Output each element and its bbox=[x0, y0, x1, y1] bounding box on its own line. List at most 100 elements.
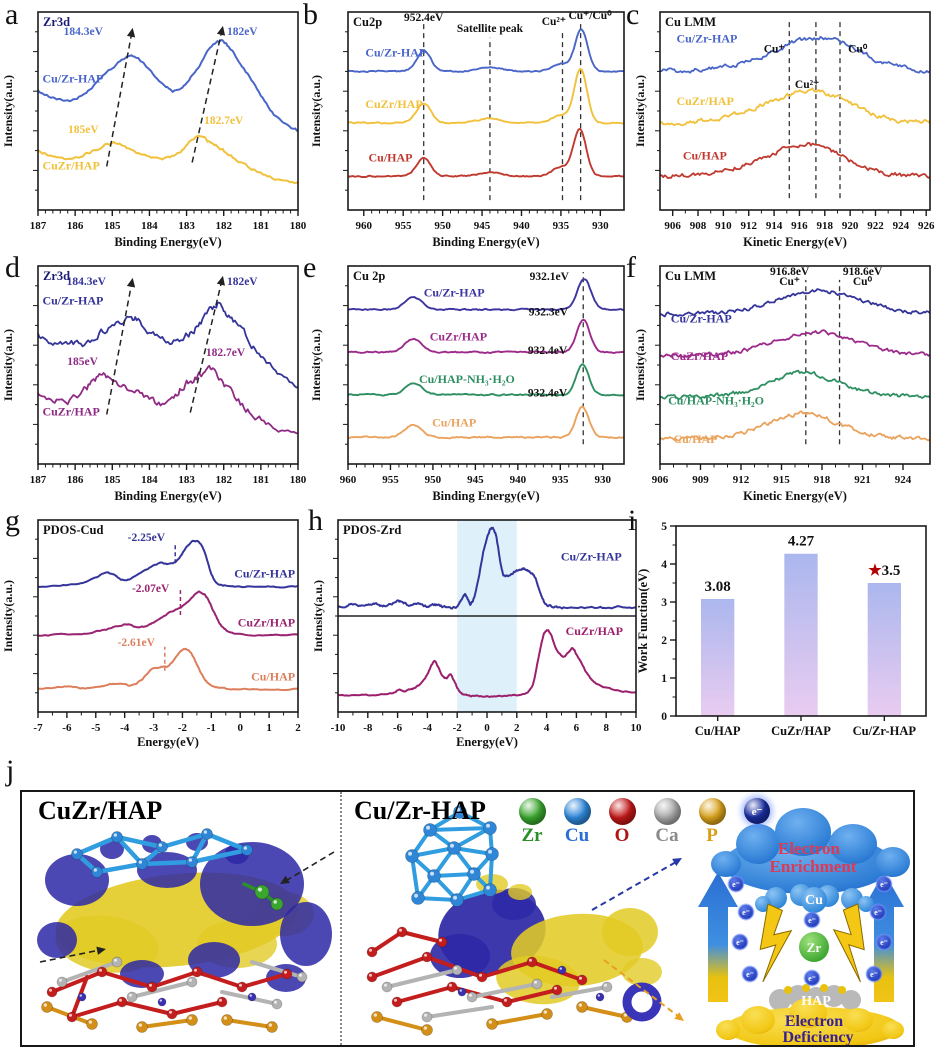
svg-text:909: 909 bbox=[692, 474, 709, 486]
charge-density-blob bbox=[137, 852, 197, 888]
bar-category-label: Cu/Zr-HAP bbox=[853, 724, 917, 738]
y-axis-title: Intensity(a.u.) bbox=[633, 329, 647, 401]
electron-icon: e⁻ bbox=[744, 798, 770, 824]
dashed-arrow-to-enrichment bbox=[591, 858, 682, 911]
series-curve-cu-zr-hap bbox=[37, 539, 299, 589]
svg-text:185: 185 bbox=[104, 220, 121, 232]
axes-box bbox=[37, 11, 299, 211]
series-curve-cu-hap bbox=[659, 410, 931, 442]
blue-torus-isosurface bbox=[622, 982, 662, 1022]
annotation-label: -2.07eV bbox=[132, 583, 170, 595]
annotation-label: 184.3eV bbox=[67, 276, 107, 288]
electron-icon: e⁻ bbox=[731, 933, 749, 951]
panel-i-chart: 3.08 Cu/HAP 4.27 CuZr/HAP ★3.5 Cu/Zr-HAP 0 1 2 3 4… bbox=[636, 521, 927, 738]
svg-text:180: 180 bbox=[290, 220, 307, 232]
panel-inner-title: Cu 2p bbox=[353, 269, 385, 283]
annotation-label: Satellite peak bbox=[457, 23, 524, 35]
series-curve-cu-zr-hap bbox=[659, 288, 931, 318]
annotation-label: Cu⁺ bbox=[764, 44, 785, 56]
peak-shift-arrow bbox=[105, 27, 136, 167]
annotation-label: Cu⁺ bbox=[779, 276, 800, 288]
series-label: CuZr/HAP bbox=[365, 97, 422, 111]
o-atom-icon bbox=[608, 798, 636, 825]
dashed-arrow bbox=[280, 851, 335, 884]
zr-sphere-label: Zr bbox=[807, 940, 822, 955]
charge-density-structure-cuzr-hap bbox=[37, 828, 335, 1033]
series-label: Cu/Zr-HAP bbox=[424, 286, 485, 300]
series-label: Cu/HAP bbox=[369, 150, 413, 164]
electron-icon: e⁻ bbox=[803, 911, 821, 929]
y-axis-title: Intensity(a.u.) bbox=[311, 580, 325, 652]
y-axis bbox=[655, 31, 660, 191]
y-axis bbox=[33, 31, 38, 191]
y-axis-title: Intensity(a.u.) bbox=[309, 329, 323, 401]
svg-text:2: 2 bbox=[661, 635, 667, 647]
zr-atom-icon bbox=[518, 798, 546, 825]
peak-shift-arrow bbox=[105, 277, 136, 415]
svg-text:955: 955 bbox=[382, 474, 399, 486]
electron-deficiency-label-line1: Electron bbox=[785, 1013, 843, 1030]
series-curve-cuzr-hap bbox=[337, 629, 637, 698]
svg-text:945: 945 bbox=[474, 220, 491, 232]
svg-text:940: 940 bbox=[513, 220, 530, 232]
svg-text:924: 924 bbox=[895, 474, 912, 486]
svg-text:183: 183 bbox=[178, 220, 195, 232]
legend-item-p: P bbox=[696, 798, 728, 845]
hap-label: HAP bbox=[801, 994, 831, 1009]
x-axis: 960 955 950 945 940 935 930 bbox=[340, 464, 612, 486]
legend-label-o: O bbox=[614, 825, 630, 846]
series-label: Cu/HAP bbox=[251, 669, 295, 683]
series-curve-cu-zr-hap bbox=[37, 39, 299, 133]
svg-text:181: 181 bbox=[253, 474, 270, 486]
series-curve-cu-hap-nh-h-o bbox=[659, 369, 931, 400]
series-label: Cu/HAP bbox=[674, 432, 718, 446]
charge-density-blob bbox=[602, 908, 658, 956]
bar-value-label: 4.27 bbox=[788, 534, 815, 550]
x-axis: -10 -8 -6 -4 -2 0 2 4 6 8 10 bbox=[331, 712, 642, 734]
svg-text:184: 184 bbox=[141, 474, 158, 486]
svg-text:950: 950 bbox=[434, 220, 451, 232]
panel-j-divider bbox=[340, 792, 342, 1045]
hap-support bbox=[769, 984, 861, 1011]
legend-item-zr: Zr bbox=[516, 798, 548, 845]
svg-text:181: 181 bbox=[253, 220, 270, 232]
series-label: CuZr/HAP bbox=[671, 349, 728, 363]
x-axis: 187 186 185 184 183 182 181 180 bbox=[30, 464, 307, 486]
x-axis-title: Binding Energy(eV) bbox=[432, 489, 539, 503]
panel-d-chart: Cu/Zr-HAP CuZr/HAP 184.3eV 182eV 185eV 182.7e… bbox=[1, 265, 307, 503]
y-axis-title: Work Function(eV) bbox=[636, 569, 650, 674]
panel-g-chart: Cu/Zr-HAP CuZr/HAP Cu/HAP -2.25eV -2.07eV -2.… bbox=[1, 519, 301, 749]
electron-enrichment-label-line2: Enrichment bbox=[770, 857, 857, 876]
legend-label-ca: Ca bbox=[655, 825, 679, 846]
electron-icon: e⁻ bbox=[803, 969, 821, 987]
x-axis-title: Kinetic Energy(eV) bbox=[743, 235, 847, 249]
panel-letter-f: f bbox=[626, 251, 636, 284]
svg-text:4: 4 bbox=[661, 559, 667, 571]
bar-value-label: 3.08 bbox=[705, 579, 731, 595]
svg-text:0: 0 bbox=[237, 722, 243, 734]
y-axis bbox=[33, 538, 38, 694]
electron-icon: e⁻ bbox=[737, 903, 755, 921]
panel-letter-b: b bbox=[303, 0, 318, 31]
panel-b-chart: Cu/Zr-HAP CuZr/HAP Cu/HAP 952.4eV Satellite … bbox=[309, 9, 625, 249]
annotation-label: -2.61eV bbox=[118, 637, 156, 649]
x-axis-title: Energy(eV) bbox=[456, 735, 518, 749]
x-axis: 187 186 185 184 183 182 181 180 bbox=[30, 210, 307, 232]
y-axis bbox=[343, 285, 348, 445]
x-axis: 906 909 912 915 918 921 924 bbox=[652, 464, 912, 486]
svg-text:930: 930 bbox=[595, 474, 612, 486]
lightning-bolt-icon bbox=[832, 903, 865, 983]
svg-text:912: 912 bbox=[733, 474, 750, 486]
annotation-label: -2.25eV bbox=[128, 532, 166, 544]
svg-text:e⁻: e⁻ bbox=[736, 938, 744, 947]
svg-text:186: 186 bbox=[67, 474, 84, 486]
y-axis bbox=[343, 31, 348, 191]
svg-text:182: 182 bbox=[215, 474, 232, 486]
svg-text:e⁻: e⁻ bbox=[746, 970, 754, 979]
panel-letter-a: a bbox=[5, 0, 19, 31]
annotation-label: 182.7eV bbox=[204, 115, 244, 127]
y-axis bbox=[333, 538, 338, 694]
series-label: Cu/Zr-HAP bbox=[234, 567, 295, 581]
svg-text:-1: -1 bbox=[207, 722, 216, 734]
